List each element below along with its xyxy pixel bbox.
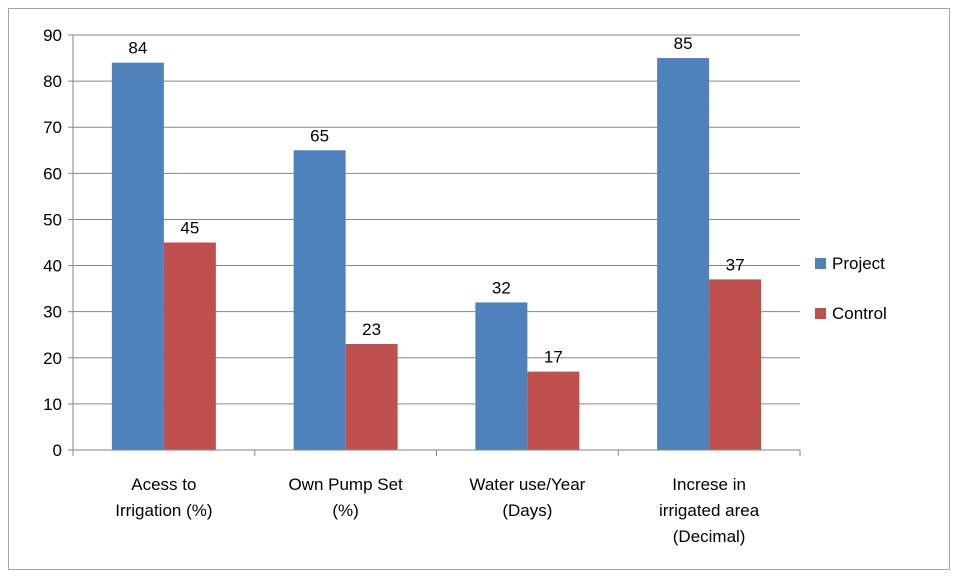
legend-swatch-control	[815, 308, 826, 319]
x-tick-label: Irrigation (%)	[115, 501, 212, 520]
legend-swatch-project	[815, 258, 826, 269]
axes: 0 10 20 30 40 50 60 70 80 90 Acess to Irrigation (%…	[43, 26, 801, 546]
data-label: 84	[128, 39, 147, 58]
bar-project	[475, 302, 528, 450]
bar-control	[163, 242, 216, 450]
x-tick-label: Water use/Year	[469, 475, 585, 494]
y-tick-label: 40	[43, 257, 62, 276]
legend-label-control: Control	[832, 304, 887, 323]
data-label: 17	[544, 348, 563, 367]
x-tick-label: Own Pump Set	[288, 475, 403, 494]
bar-control	[709, 279, 762, 450]
bars	[111, 58, 762, 451]
y-tick-label: 0	[53, 441, 62, 460]
y-tick-label: 30	[43, 303, 62, 322]
bar-control	[527, 371, 580, 450]
x-tick-label: Acess to	[131, 475, 196, 494]
legend: Project Control	[815, 254, 887, 323]
y-tick-label: 70	[43, 118, 62, 137]
data-label: 45	[180, 219, 199, 238]
data-label: 32	[492, 278, 511, 297]
x-tick-label: (Decimal)	[673, 527, 746, 546]
y-tick-label: 50	[43, 210, 62, 229]
x-tick-label: (Days)	[502, 501, 552, 520]
bar-project	[111, 62, 164, 451]
y-tick-label: 90	[43, 26, 62, 45]
data-label: 85	[674, 34, 693, 53]
legend-label-project: Project	[832, 254, 885, 273]
data-label: 23	[362, 320, 381, 339]
x-tick-label: (%)	[332, 501, 358, 520]
y-tick-label: 20	[43, 349, 62, 368]
data-label: 65	[310, 126, 329, 145]
data-label: 37	[726, 255, 745, 274]
y-tick-label: 60	[43, 164, 62, 183]
bar-project	[657, 58, 710, 451]
y-tick-label: 80	[43, 72, 62, 91]
y-tick-label: 10	[43, 395, 62, 414]
x-tick-label: Increse in	[672, 475, 746, 494]
data-labels: 84 45 65 23 32 17 85 37	[128, 34, 744, 367]
x-tick-label: irrigated area	[659, 501, 760, 520]
bar-control	[345, 343, 398, 450]
bar-project	[293, 150, 346, 450]
